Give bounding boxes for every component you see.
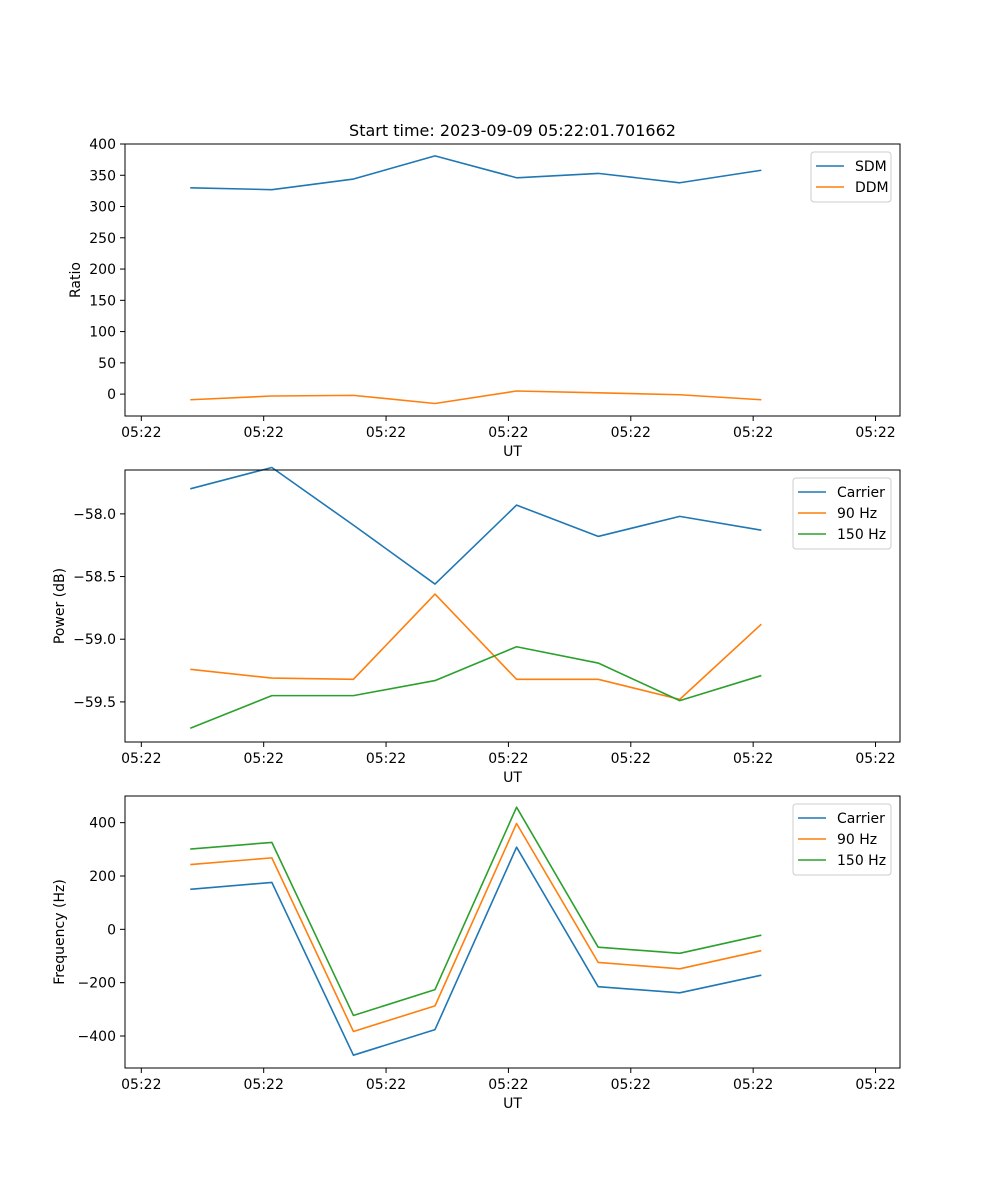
y-tick-label: 400 — [89, 816, 116, 832]
y-tick-label: −400 — [78, 1029, 116, 1045]
legend-label: 150 Hz — [837, 527, 886, 543]
legend-label: 150 Hz — [837, 853, 886, 869]
axes-frame — [124, 795, 901, 1069]
series-line-carrier — [190, 466, 762, 585]
legend-box — [792, 803, 892, 876]
legend-label: Carrier — [837, 485, 885, 501]
y-tick-label: 0 — [107, 387, 116, 403]
x-tick-label: 05:22 — [611, 1077, 651, 1093]
series-line-90-hz — [190, 822, 762, 1033]
y-tick-label: 200 — [89, 869, 116, 885]
x-tick-label: 05:22 — [366, 1077, 406, 1093]
x-tick-label: 05:22 — [611, 751, 651, 767]
legend-label: DDM — [855, 180, 889, 196]
x-tick-label: 05:22 — [733, 751, 773, 767]
x-tick-label: 05:22 — [121, 751, 161, 767]
y-tick-label: 50 — [98, 356, 116, 372]
legend-label: Carrier — [837, 811, 885, 827]
y-tick-label: 100 — [89, 325, 116, 341]
x-tick-label: 05:22 — [855, 425, 895, 441]
legend: SDM DDM — [810, 151, 892, 203]
chart-panels: 05:22 05:22 05:22 05:22 05:22 05:22 05:22 0 50 10… — [52, 137, 901, 1112]
y-tick-label: 250 — [89, 231, 116, 247]
y-tick-label: 0 — [107, 922, 116, 938]
series-line-ddm — [190, 390, 762, 405]
y-tick-label: 300 — [89, 200, 116, 216]
legend-box — [792, 477, 892, 550]
x-tick-label: 05:22 — [121, 425, 161, 441]
legend: Carrier 90 Hz 150 Hz — [792, 803, 892, 876]
x-axis-label: UT — [503, 1096, 522, 1112]
legend-label: 90 Hz — [837, 506, 877, 522]
y-axis-label: Power (dB) — [52, 568, 68, 644]
x-tick-label: 05:22 — [855, 751, 895, 767]
axes-frame — [124, 143, 901, 417]
series-line-sdm — [190, 155, 762, 191]
legend-label: 90 Hz — [837, 832, 877, 848]
x-tick-label: 05:22 — [121, 1077, 161, 1093]
x-tick-label: 05:22 — [855, 1077, 895, 1093]
x-axis-label: UT — [503, 770, 522, 786]
y-tick-label: 400 — [89, 137, 116, 153]
y-tick-label: −200 — [78, 976, 116, 992]
axes-frame — [124, 469, 901, 743]
legend-label: SDM — [855, 159, 887, 175]
x-tick-label: 05:22 — [611, 425, 651, 441]
x-tick-label: 05:22 — [244, 425, 284, 441]
chart-panel-1: 05:22 05:22 05:22 05:22 05:22 05:22 05:22 0 50 10… — [68, 137, 901, 460]
legend-box — [810, 151, 892, 203]
series-line-150-hz — [189, 645, 762, 729]
y-tick-label: −58.0 — [73, 507, 116, 523]
x-tick-label: 05:22 — [244, 751, 284, 767]
chart-panel-2: 05:22 05:22 05:22 05:22 05:22 05:22 05:22 −58.0… — [52, 466, 901, 786]
series-line-90-hz — [190, 593, 762, 701]
y-tick-label: −59.5 — [73, 695, 116, 711]
chart-title: Start time: 2023-09-09 05:22:01.701662 — [349, 121, 676, 140]
y-tick-label: 150 — [89, 293, 116, 309]
x-tick-label: 05:22 — [366, 751, 406, 767]
series-line-carrier — [190, 846, 762, 1056]
y-tick-label: −59.0 — [73, 632, 116, 648]
x-tick-label: 05:22 — [488, 1077, 528, 1093]
series-line-150-hz — [190, 806, 762, 1017]
y-tick-label: 200 — [89, 262, 116, 278]
y-tick-label: 350 — [89, 168, 116, 184]
y-tick-label: −58.5 — [73, 570, 116, 586]
x-tick-label: 05:22 — [366, 425, 406, 441]
x-tick-label: 05:22 — [733, 425, 773, 441]
x-tick-label: 05:22 — [733, 1077, 773, 1093]
x-axis-label: UT — [503, 444, 522, 460]
chart-panel-3: 05:22 05:22 05:22 05:22 05:22 05:22 05:22 −400 −… — [52, 795, 901, 1112]
x-tick-label: 05:22 — [488, 751, 528, 767]
y-axis-label: Frequency (Hz) — [52, 879, 68, 985]
legend: Carrier 90 Hz 150 Hz — [792, 477, 892, 550]
x-tick-label: 05:22 — [244, 1077, 284, 1093]
x-tick-label: 05:22 — [488, 425, 528, 441]
y-axis-label: Ratio — [68, 262, 84, 298]
